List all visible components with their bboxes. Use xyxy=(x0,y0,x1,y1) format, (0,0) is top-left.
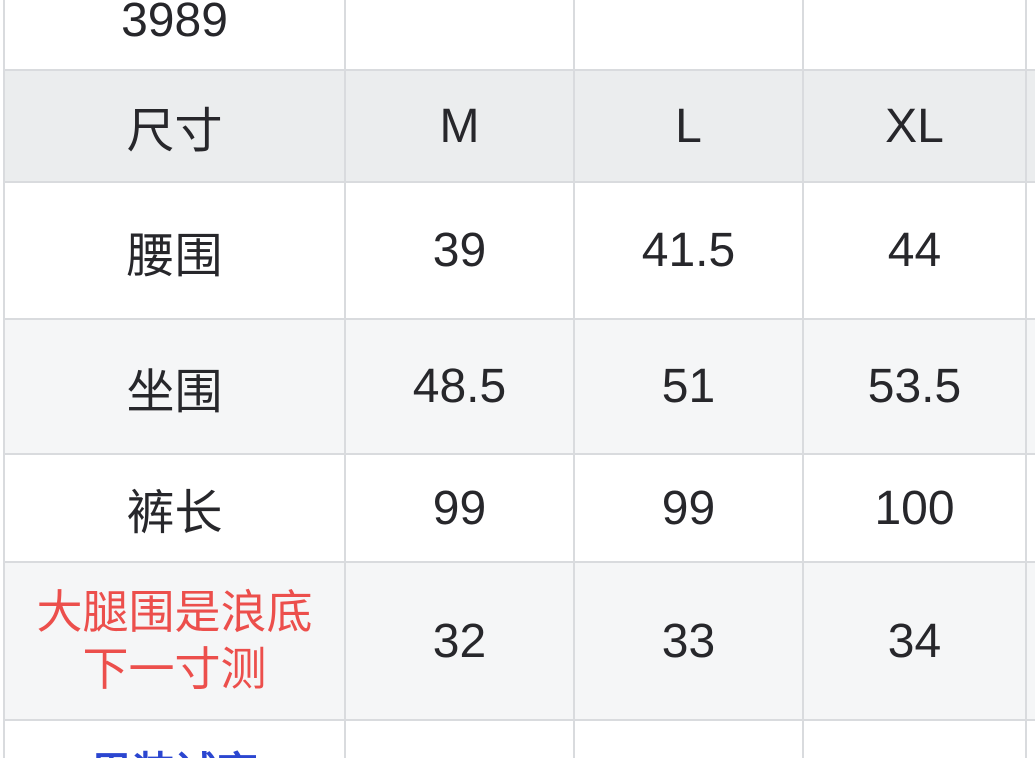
empty-cell xyxy=(802,0,1027,71)
product-code-row: 3989 xyxy=(3,0,1035,71)
bottom-note-label: 男装试穿 xyxy=(90,749,258,758)
empty-cell xyxy=(1025,561,1035,721)
empty-cell xyxy=(1025,453,1035,563)
table-row-pants-length: 裤长 99 99 100 xyxy=(3,453,1035,563)
table-row-seat: 坐围 48.5 51 53.5 xyxy=(3,318,1035,455)
length-value-l: 99 xyxy=(573,453,804,563)
size-chart-table: 3989 尺寸 M L XL 腰围 39 41.5 44 坐围 48.5 51 … xyxy=(3,0,1035,758)
empty-cell xyxy=(1025,719,1035,758)
waist-value-m: 39 xyxy=(344,181,575,320)
header-cell-l: L xyxy=(573,69,804,183)
empty-cell xyxy=(573,0,804,71)
seat-value-xl: 53.5 xyxy=(802,318,1027,455)
empty-cell xyxy=(1025,318,1035,455)
table-row-bottom-note: 男装试穿 xyxy=(3,719,1035,758)
empty-cell xyxy=(344,719,575,758)
thigh-note-line-1: 大腿围是浪底 xyxy=(36,586,313,638)
row-label-waist: 腰围 xyxy=(3,181,346,320)
header-cell-size: 尺寸 xyxy=(3,69,346,183)
thigh-note-line-2: 下一寸测 xyxy=(82,643,267,695)
seat-value-m: 48.5 xyxy=(344,318,575,455)
length-value-xl: 100 xyxy=(802,453,1027,563)
waist-value-l: 41.5 xyxy=(573,181,804,320)
product-code-cell: 3989 xyxy=(3,0,346,71)
empty-cell xyxy=(802,719,1027,758)
thigh-value-m: 32 xyxy=(344,561,575,721)
header-cell-xl: XL xyxy=(802,69,1027,183)
table-row-waist: 腰围 39 41.5 44 xyxy=(3,181,1035,320)
header-cell-m: M xyxy=(344,69,575,183)
table-row-thigh: 大腿围是浪底 下一寸测 32 33 34 xyxy=(3,561,1035,721)
empty-cell xyxy=(573,719,804,758)
bottom-note-cell: 男装试穿 xyxy=(3,719,346,758)
length-value-m: 99 xyxy=(344,453,575,563)
waist-value-xl: 44 xyxy=(802,181,1027,320)
empty-cell xyxy=(1025,69,1035,183)
row-label-seat: 坐围 xyxy=(3,318,346,455)
seat-value-l: 51 xyxy=(573,318,804,455)
thigh-value-xl: 34 xyxy=(802,561,1027,721)
thigh-value-l: 33 xyxy=(573,561,804,721)
empty-cell xyxy=(344,0,575,71)
empty-cell xyxy=(1025,181,1035,320)
header-row: 尺寸 M L XL xyxy=(3,69,1035,183)
row-label-pants-length: 裤长 xyxy=(3,453,346,563)
empty-cell xyxy=(1025,0,1035,71)
row-label-thigh-note: 大腿围是浪底 下一寸测 xyxy=(3,561,346,721)
